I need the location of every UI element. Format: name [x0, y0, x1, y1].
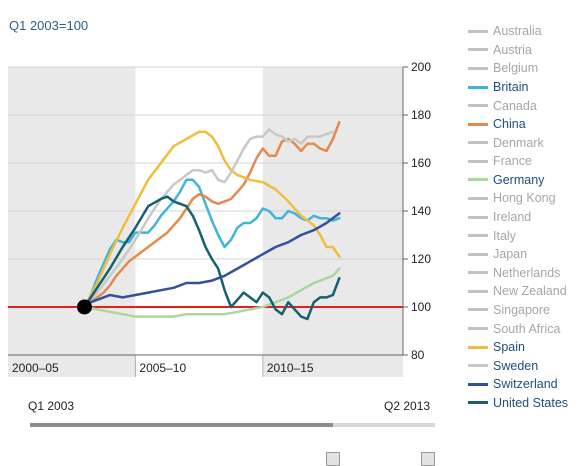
legend-item-new-zealand[interactable]: New Zealand: [468, 282, 585, 301]
legend-item-united-states[interactable]: United States: [468, 394, 585, 413]
y-tick-label-100: 100: [411, 300, 431, 314]
y-tick-label-140: 140: [411, 204, 431, 218]
legend-item-france[interactable]: France: [468, 152, 585, 171]
base-point: [76, 299, 92, 315]
time-range-slider[interactable]: Q1 2003 Q2 2013: [0, 388, 460, 466]
series-line-sweden[interactable]: [83, 128, 335, 309]
legend-item-spain[interactable]: Spain: [468, 338, 585, 357]
legend-item-switzerland[interactable]: Switzerland: [468, 375, 585, 394]
period-band-2: [262, 67, 403, 377]
series-line-germany[interactable]: [83, 267, 341, 318]
series-line-switzerland[interactable]: [83, 212, 341, 309]
legend-label: South Africa: [493, 321, 561, 336]
band-label-0: 2000–05: [12, 361, 59, 375]
legend-label: Belgium: [493, 61, 539, 76]
legend-item-italy[interactable]: Italy: [468, 226, 585, 245]
legend-item-austria[interactable]: Austria: [468, 41, 585, 60]
legend-item-china[interactable]: China: [468, 115, 585, 134]
legend-swatch: [468, 178, 488, 182]
legend-label: United States: [493, 395, 569, 410]
legend-swatch: [468, 364, 488, 368]
legend-label: Denmark: [493, 135, 544, 150]
legend-label: Germany: [493, 172, 545, 187]
legend-swatch: [468, 66, 488, 70]
legend-item-denmark[interactable]: Denmark: [468, 133, 585, 152]
legend-swatch: [468, 401, 488, 405]
legend-item-singapore[interactable]: Singapore: [468, 301, 585, 320]
series-line-china[interactable]: [83, 120, 341, 309]
y-tick-label-120: 120: [411, 252, 431, 266]
legend-label: Britain: [493, 80, 529, 95]
legend-label: Ireland: [493, 210, 532, 225]
legend-label: Sweden: [493, 358, 539, 373]
legend-label: Hong Kong: [493, 191, 556, 206]
legend-swatch: [468, 308, 488, 312]
series-line-spain[interactable]: [83, 130, 341, 309]
legend-swatch: [468, 196, 488, 200]
period-bands: [8, 67, 403, 377]
y-axis: 80 100 120 140 160 180 200: [8, 60, 431, 362]
legend-swatch: [468, 141, 488, 145]
line-chart: 80 100 120 140 160 180 200 2000–05 2005–10 2010–…: [8, 60, 431, 377]
legend-swatch: [468, 345, 488, 349]
legend-item-germany[interactable]: Germany: [468, 171, 585, 190]
legend-item-australia[interactable]: Australia: [468, 22, 585, 41]
legend-swatch: [468, 159, 488, 163]
legend-swatch: [468, 215, 488, 219]
legend-label: New Zealand: [493, 284, 567, 299]
slider-handle-start[interactable]: [325, 452, 340, 466]
legend-item-japan[interactable]: Japan: [468, 245, 585, 264]
legend-label: Japan: [493, 247, 528, 262]
legend-label: Italy: [493, 228, 516, 243]
slider-start-label: Q1 2003: [28, 399, 75, 413]
y-tick-label-200: 200: [411, 60, 431, 74]
legend-swatch: [468, 48, 488, 52]
series-lines: [83, 120, 341, 321]
legend-label: Australia: [493, 24, 542, 39]
legend-item-belgium[interactable]: Belgium: [468, 59, 585, 78]
x-axis-band-labels: 2000–05 2005–10 2010–15: [12, 361, 314, 375]
legend-swatch: [468, 327, 488, 331]
legend-swatch: [468, 382, 488, 386]
legend-label: China: [493, 117, 526, 132]
band-label-1: 2005–10: [139, 361, 186, 375]
legend-label: Canada: [493, 98, 537, 113]
legend-item-hong-kong[interactable]: Hong Kong: [468, 189, 585, 208]
base-label: Q1 2003=100: [9, 18, 89, 33]
band-label-2: 2010–15: [267, 361, 314, 375]
y-tick-label-180: 180: [411, 108, 431, 122]
legend-swatch: [468, 104, 488, 108]
slider-track[interactable]: [30, 423, 435, 466]
legend-label: Austria: [493, 42, 532, 57]
legend-label: Singapore: [493, 302, 550, 317]
base-point-marker: [76, 299, 92, 315]
legend-item-canada[interactable]: Canada: [468, 96, 585, 115]
slider-selected-range: [30, 423, 333, 427]
legend-item-sweden[interactable]: Sweden: [468, 356, 585, 375]
legend-item-ireland[interactable]: Ireland: [468, 208, 585, 227]
legend-item-britain[interactable]: Britain: [468, 78, 585, 97]
series-line-united-states[interactable]: [83, 195, 341, 321]
legend-item-netherlands[interactable]: Netherlands: [468, 264, 585, 283]
legend-item-south-africa[interactable]: South Africa: [468, 319, 585, 338]
y-tick-label-80: 80: [411, 348, 425, 362]
legend-swatch: [468, 234, 488, 238]
legend-label: Switzerland: [493, 377, 558, 392]
slider-handle-end[interactable]: [421, 452, 435, 466]
legend-swatch: [468, 271, 488, 275]
legend-swatch: [468, 85, 488, 89]
period-band-0: [8, 67, 136, 377]
legend-label: France: [493, 154, 532, 169]
legend-swatch: [468, 29, 488, 33]
legend-swatch: [468, 252, 488, 256]
slider-end-label: Q2 2013: [384, 399, 431, 413]
gridlines: [8, 66, 403, 260]
legend-label: Spain: [493, 340, 525, 355]
legend-label: Netherlands: [493, 265, 561, 280]
legend: Australia Austria Belgium Britain Canada Chin…: [468, 22, 585, 412]
y-tick-label-160: 160: [411, 156, 431, 170]
legend-swatch: [468, 289, 488, 293]
legend-swatch: [468, 122, 488, 126]
